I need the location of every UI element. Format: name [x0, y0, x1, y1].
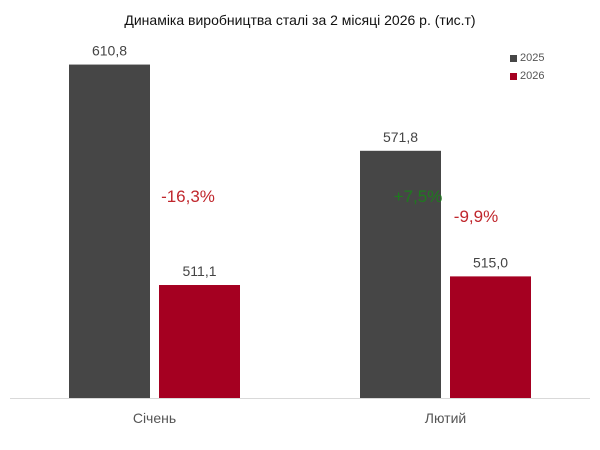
change-annotation: -9,9% [454, 207, 498, 226]
change-annotation: -16,3% [161, 187, 215, 206]
x-tick-label: Лютий [425, 410, 466, 426]
legend-swatch [510, 72, 517, 80]
bar-2025-0 [69, 64, 150, 398]
x-tick-label: Січень [133, 410, 176, 426]
data-label: 515,0 [473, 254, 508, 270]
legend-item-2026: 2026 [510, 67, 544, 85]
data-label: 571,8 [383, 129, 418, 145]
bar-2026-1 [450, 276, 531, 398]
legend-swatch [510, 54, 517, 62]
change-annotation: +7,5% [394, 187, 443, 206]
bar-2026-0 [159, 285, 240, 398]
data-label: 511,1 [183, 263, 217, 279]
data-label: 610,8 [92, 43, 127, 59]
legend: 2025 2026 [510, 49, 544, 85]
chart-title: Динаміка виробництва сталі за 2 місяці 2… [124, 12, 476, 28]
bar-2025-1 [360, 150, 441, 398]
legend-item-2025: 2025 [510, 49, 544, 67]
